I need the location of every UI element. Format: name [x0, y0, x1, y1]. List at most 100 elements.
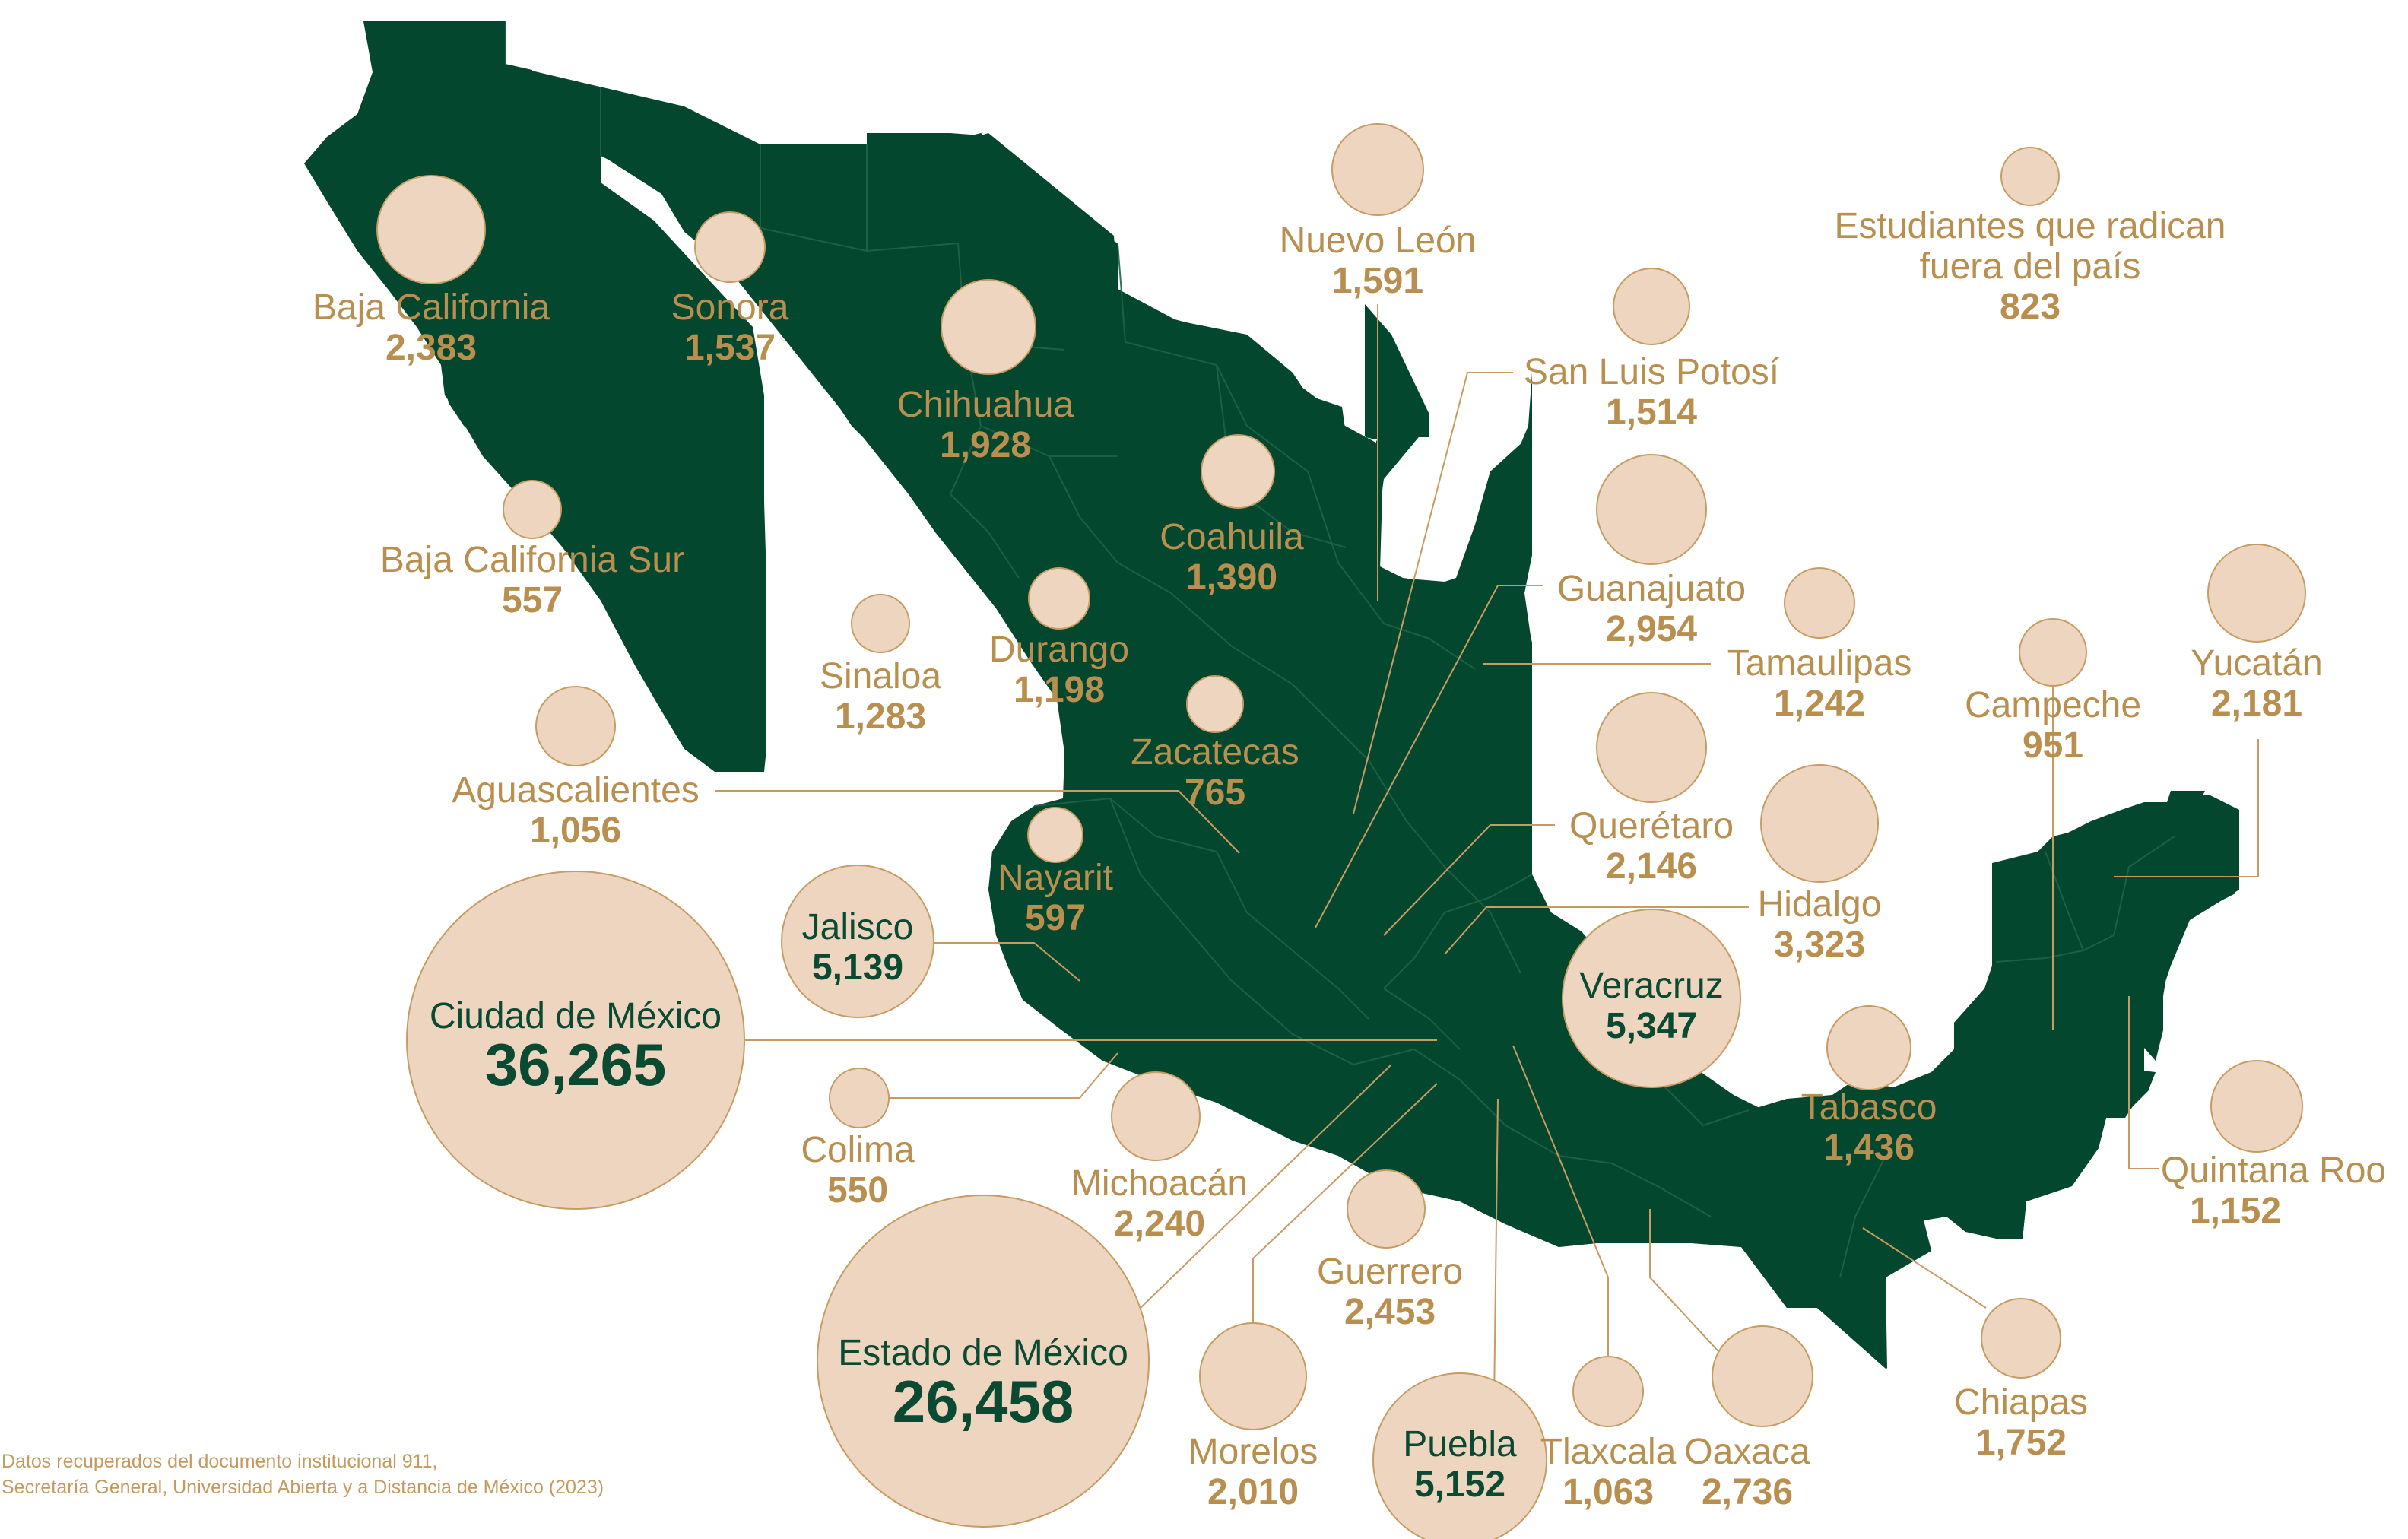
label-michoacan: Michoacán 2,240	[1071, 1163, 1248, 1244]
state-name: Michoacán	[1071, 1163, 1248, 1204]
bubble-baja-california-sur	[503, 480, 562, 539]
label-san-luis-potosi: San Luis Potosí 1,514	[1524, 352, 1780, 433]
leader-queretaro	[1383, 824, 1555, 936]
bubble-guerrero	[1347, 1169, 1426, 1249]
label-coahuila: Coahuila 1,390	[1160, 517, 1304, 598]
label-ciudad-de-mexico: Ciudad de México 36,265	[430, 996, 722, 1098]
state-value: 2,146	[1606, 846, 1697, 887]
state-value: 1,056	[530, 811, 621, 851]
state-value: 1,436	[1823, 1128, 1915, 1168]
bubble-colima	[829, 1068, 890, 1128]
label-oaxaca: Oaxaca 2,736	[1684, 1432, 1810, 1512]
bubble-jalisco	[781, 865, 934, 1018]
leader-tlaxcala	[1512, 1045, 1609, 1361]
bubble-oaxaca	[1712, 1325, 1813, 1427]
bubble-durango	[1028, 567, 1090, 630]
state-value: 5,347	[1606, 1006, 1697, 1046]
state-value: 1,152	[2190, 1191, 2281, 1231]
label-aguascalientes: Aguascalientes 1,056	[452, 770, 700, 851]
state-name: Baja California Sur	[380, 540, 684, 580]
leader-hidalgo	[1444, 906, 1749, 955]
bubble-sonora	[694, 211, 766, 283]
bubble-queretaro	[1596, 692, 1707, 803]
state-name: Morelos	[1188, 1432, 1318, 1472]
label-puebla: Puebla 5,152	[1403, 1424, 1517, 1505]
state-value: 2,010	[1207, 1472, 1299, 1512]
state-value: 2,383	[385, 328, 477, 368]
label-estado-de-mexico: Estado de México 26,458	[838, 1333, 1128, 1435]
label-sinaloa: Sinaloa 1,283	[820, 656, 941, 737]
state-name: Jalisco	[802, 907, 914, 947]
state-name: Zacatecas	[1131, 732, 1299, 773]
state-name: Yucatán	[2191, 643, 2322, 684]
bubble-san-luis-potosi	[1613, 268, 1690, 345]
state-name: Estado de México	[838, 1333, 1128, 1373]
state-name: Veracruz	[1579, 966, 1723, 1006]
state-name: Aguascalientes	[452, 770, 700, 811]
state-value: 557	[502, 580, 563, 620]
footnote-line-1: Datos recuperados del documento instituc…	[2, 1451, 438, 1472]
state-value: 1,390	[1186, 557, 1277, 598]
state-name-line-1: Estudiantes que radican	[1834, 206, 2226, 246]
bubble-hidalgo	[1760, 764, 1879, 883]
state-name: Colima	[801, 1130, 915, 1170]
bubble-tamaulipas	[1784, 567, 1855, 639]
state-name: Tabasco	[1801, 1087, 1937, 1128]
state-name: Puebla	[1403, 1424, 1517, 1464]
state-name: Guerrero	[1317, 1252, 1463, 1292]
state-value: 2,954	[1606, 609, 1697, 649]
leader-guanajuato	[1315, 585, 1543, 928]
state-bubbles	[376, 123, 2306, 1539]
state-value: 597	[1025, 898, 1086, 938]
state-name: Hidalgo	[1758, 884, 1882, 925]
state-value: 1,752	[1975, 1423, 2067, 1463]
label-guerrero: Guerrero 2,453	[1317, 1252, 1463, 1332]
state-value: 951	[2023, 725, 2083, 766]
state-name: Tlaxcala	[1540, 1432, 1677, 1472]
label-extranjero: Estudiantes que radican fuera del país 8…	[1834, 206, 2226, 327]
bubble-chihuahua	[941, 279, 1036, 375]
bubble-puebla	[1372, 1372, 1547, 1539]
label-yucatan: Yucatán 2,181	[2191, 643, 2322, 724]
leader-quintana-roo	[2128, 996, 2159, 1169]
bubble-morelos	[1199, 1322, 1307, 1430]
label-chiapas: Chiapas 1,752	[1954, 1382, 2088, 1463]
state-value: 1,063	[1563, 1472, 1654, 1512]
bubble-baja-california	[376, 175, 486, 284]
state-labels: Baja California 2,383 Sonora 1,537 Chihu…	[313, 206, 2386, 1512]
state-name: Coahuila	[1160, 517, 1304, 557]
bubble-veracruz	[1562, 909, 1741, 1088]
state-value: 1,591	[1332, 261, 1423, 301]
state-name: San Luis Potosí	[1524, 352, 1780, 392]
bubble-extranjero	[2000, 147, 2060, 206]
state-name: Guanajuato	[1557, 569, 1746, 609]
bubble-aguascalientes	[535, 686, 616, 766]
mainland	[506, 65, 2239, 1369]
label-quintana-roo: Quintana Roo 1,152	[2161, 1150, 2386, 1231]
bubble-tlaxcala	[1572, 1356, 1644, 1427]
state-borders	[505, 21, 2175, 1278]
leader-san-luis-potosi	[1353, 372, 1513, 814]
label-hidalgo: Hidalgo 3,323	[1758, 884, 1882, 965]
state-value: 2,736	[1702, 1472, 1793, 1512]
bubble-tabasco	[1826, 1005, 1911, 1090]
leader-edomex	[1140, 1064, 1392, 1309]
state-value: 550	[827, 1170, 888, 1211]
label-zacatecas: Zacatecas 765	[1131, 732, 1299, 813]
label-sonora: Sonora 1,537	[671, 287, 789, 368]
bubble-michoacan	[1111, 1071, 1201, 1161]
state-name: Quintana Roo	[2161, 1150, 2386, 1191]
state-value: 2,240	[1114, 1204, 1205, 1244]
leader-yucatan	[2114, 739, 2259, 877]
state-value: 2,453	[1344, 1292, 1436, 1332]
leader-lines	[715, 304, 2259, 1404]
state-name: Chiapas	[1954, 1382, 2088, 1423]
state-name: Nayarit	[998, 858, 1113, 898]
bubble-nayarit	[1027, 807, 1083, 863]
state-name: Sonora	[671, 287, 789, 328]
label-queretaro: Querétaro 2,146	[1569, 806, 1734, 887]
state-name-line-2: fuera del país	[1920, 246, 2141, 287]
state-name: Tamaulipas	[1727, 643, 1912, 684]
state-value: 1,283	[835, 697, 926, 737]
footnote-line-2: Secretaría General, Universidad Abierta …	[2, 1477, 604, 1498]
